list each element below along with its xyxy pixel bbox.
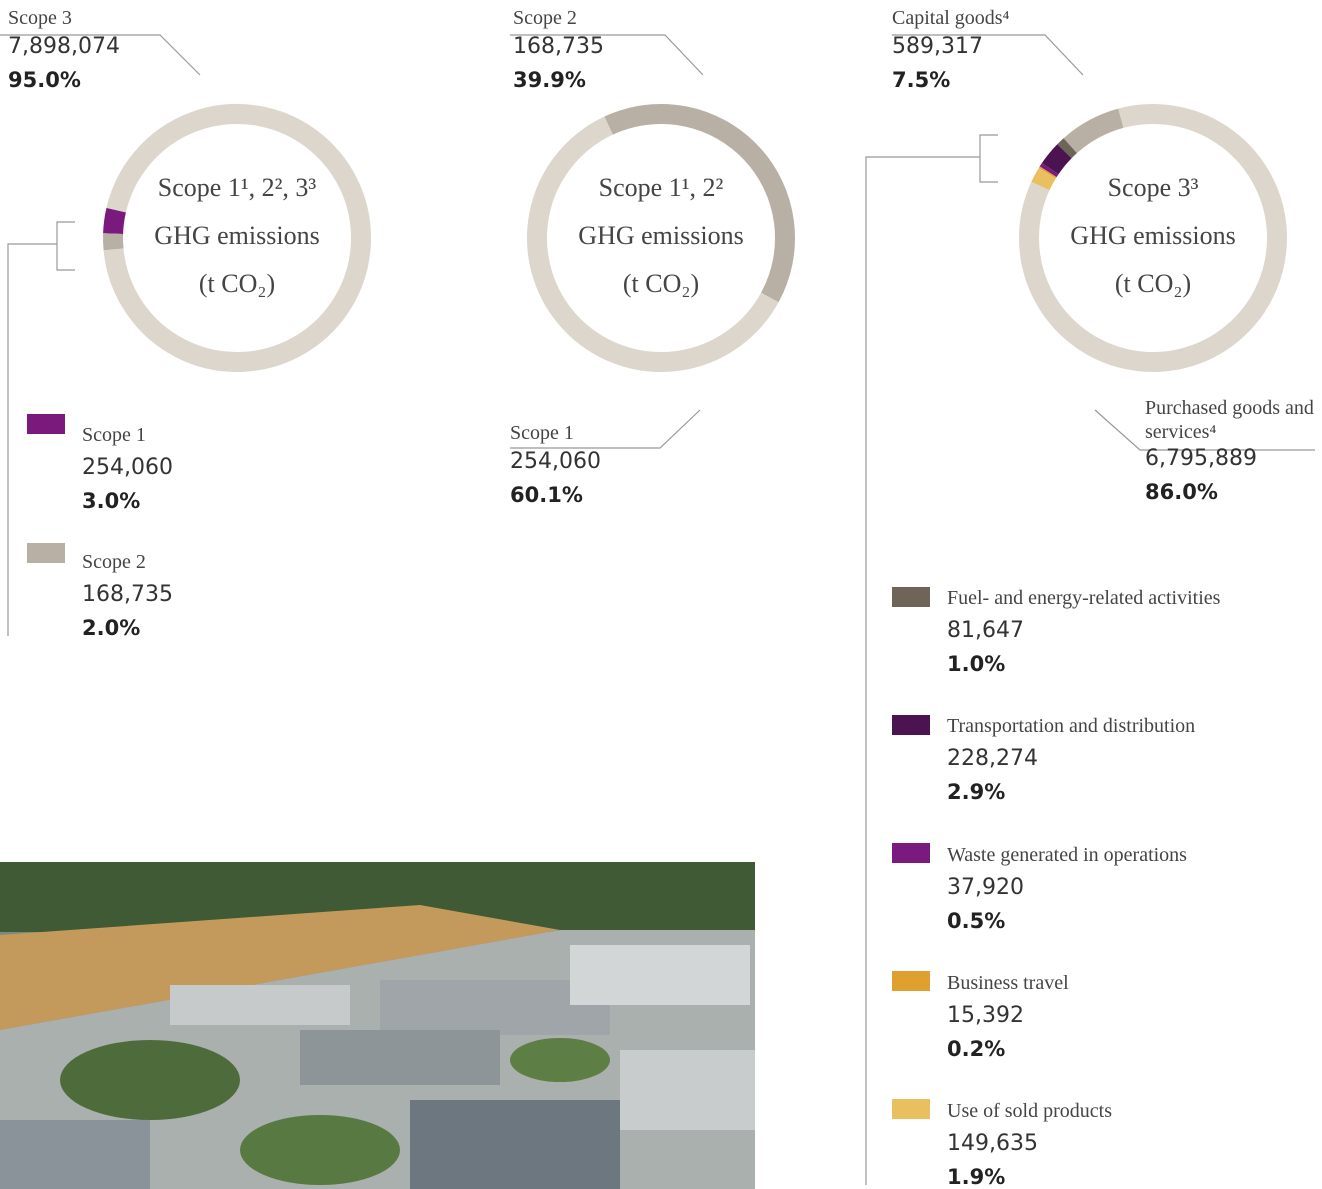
center-unit: (t CO₂) bbox=[623, 269, 699, 298]
legend-swatch bbox=[892, 843, 930, 863]
center-title: Scope 3³ bbox=[1108, 173, 1199, 202]
donut-segment bbox=[1047, 172, 1048, 173]
legend-label: Business travel bbox=[947, 971, 1069, 995]
center-subtitle: GHG emissions bbox=[154, 221, 319, 250]
center-title: Scope 1¹, 2² bbox=[599, 173, 724, 202]
segment-label: Scope 3 bbox=[8, 6, 72, 30]
donut-segment bbox=[1050, 151, 1064, 168]
legend-swatch bbox=[892, 971, 930, 991]
share-label: 1.0% bbox=[947, 651, 1005, 677]
share-label: 0.5% bbox=[947, 908, 1005, 934]
legend-label: Transportation and distribution bbox=[947, 714, 1195, 738]
page: Scope 1¹, 2², 3³ GHG emissions (t CO₂) Scop… bbox=[0, 0, 1322, 1189]
photo bbox=[0, 862, 755, 1189]
value-label: 81,647 bbox=[947, 618, 1024, 644]
legend-swatch bbox=[27, 414, 65, 434]
legend-label: Scope 1 bbox=[82, 423, 146, 447]
legend-label: Fuel- and energy-related activities bbox=[947, 586, 1220, 610]
value-label: 37,920 bbox=[947, 875, 1024, 901]
value-label: 254,060 bbox=[82, 455, 173, 481]
legend-label: Use of sold products bbox=[947, 1099, 1112, 1123]
legend-swatch bbox=[892, 715, 930, 735]
value-label: 228,274 bbox=[947, 746, 1038, 772]
value-label: 168,735 bbox=[82, 582, 173, 608]
segment-label: Scope 1 bbox=[510, 421, 574, 445]
legend-label: Scope 2 bbox=[82, 550, 146, 574]
center-unit: (t CO₂) bbox=[199, 269, 275, 298]
donut-segment bbox=[113, 234, 114, 250]
share-label: 3.0% bbox=[82, 488, 140, 514]
donut-segment bbox=[113, 210, 116, 234]
segment-label: Capital goods⁴ bbox=[892, 6, 1010, 30]
legend-swatch bbox=[892, 1099, 930, 1119]
value-label: 589,317 bbox=[892, 34, 983, 60]
share-label: 2.9% bbox=[947, 779, 1005, 805]
value-label: 168,735 bbox=[513, 34, 604, 60]
share-label: 86.0% bbox=[1145, 479, 1218, 505]
value-label: 6,795,889 bbox=[1145, 446, 1257, 472]
donut-segment bbox=[1040, 173, 1047, 186]
value-label: 254,060 bbox=[510, 449, 601, 475]
value-label: 15,392 bbox=[947, 1003, 1024, 1029]
legend-swatch bbox=[892, 587, 930, 607]
share-label: 39.9% bbox=[513, 67, 586, 93]
center-unit: (t CO₂) bbox=[1115, 269, 1191, 298]
segment-label: Scope 2 bbox=[513, 6, 577, 30]
segment-label: Purchased goods and services⁴ bbox=[1145, 396, 1320, 444]
share-label: 95.0% bbox=[8, 67, 81, 93]
share-label: 60.1% bbox=[510, 482, 583, 508]
donut-segment bbox=[1070, 118, 1121, 145]
center-title: Scope 1¹, 2², 3³ bbox=[158, 173, 317, 202]
donut-segment bbox=[1048, 169, 1050, 172]
share-label: 2.0% bbox=[82, 615, 140, 641]
share-label: 1.9% bbox=[947, 1164, 1005, 1189]
legend-label: Waste generated in operations bbox=[947, 843, 1187, 867]
share-label: 7.5% bbox=[892, 67, 950, 93]
value-label: 7,898,074 bbox=[8, 34, 120, 60]
value-label: 149,635 bbox=[947, 1131, 1038, 1157]
donut-segment bbox=[1064, 146, 1070, 152]
legend-swatch bbox=[27, 543, 65, 563]
center-subtitle: GHG emissions bbox=[1070, 221, 1235, 250]
center-subtitle: GHG emissions bbox=[578, 221, 743, 250]
share-label: 0.2% bbox=[947, 1036, 1005, 1062]
